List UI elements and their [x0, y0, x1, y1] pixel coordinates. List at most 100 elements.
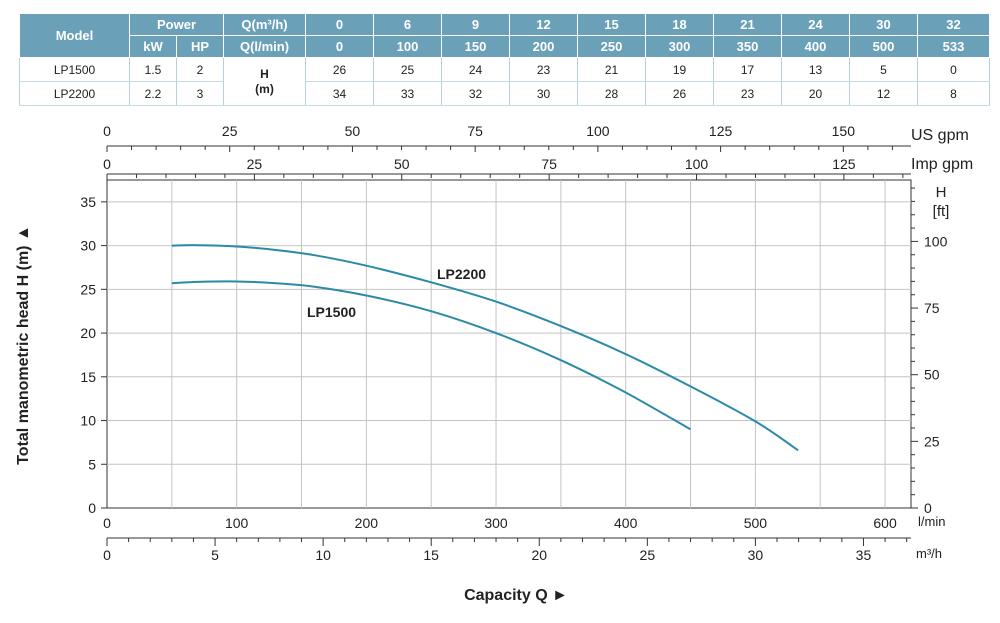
q-lmin-cell: 200	[509, 35, 579, 58]
impgpm-tick-label: 100	[685, 156, 709, 172]
table-row: LP1500 1.5 2 H (m) 26 25 24 23 21 19 17 …	[19, 57, 991, 106]
y2-unit-label: [ft]	[933, 203, 950, 220]
y-tick-label: 30	[80, 238, 96, 254]
y2-tick-label: 25	[924, 433, 940, 449]
x-tick-label: 100	[225, 515, 249, 531]
h-cell: 25	[373, 57, 443, 82]
y-axis-title: Total manometric head H (m) ▲	[15, 225, 32, 465]
model-cell: LP1500	[19, 57, 130, 82]
q-m3h-cell: 30	[849, 13, 919, 36]
y-tick-label: 0	[88, 500, 96, 516]
usgpm-tick-label: 125	[709, 123, 733, 139]
y-tick-label: 5	[88, 456, 96, 472]
series-label-lp2200: LP2200	[437, 266, 486, 282]
y-tick-label: 10	[80, 413, 96, 429]
h-unit-cell: H (m)	[223, 57, 307, 106]
q-lmin-header: Q(l/min)	[223, 35, 307, 58]
q-lmin-cell: 0	[305, 35, 375, 58]
usgpm-tick-label: 25	[222, 123, 238, 139]
q-m3h-cell: 0	[305, 13, 375, 36]
h-label: H	[260, 66, 269, 81]
y-tick-label: 35	[80, 194, 96, 210]
m3h-tick-label: 20	[531, 547, 547, 563]
hp-cell: 2	[175, 57, 225, 82]
h-cell: 28	[577, 81, 647, 106]
impgpm-tick-label: 125	[832, 156, 856, 172]
usgpm-tick-label: 100	[586, 123, 610, 139]
h-cell: 13	[781, 57, 851, 82]
m3h-tick-label: 35	[856, 547, 872, 563]
h-cell: 33	[373, 81, 443, 106]
x-tick-label: 0	[103, 515, 111, 531]
usgpm-tick-label: 0	[103, 123, 111, 139]
x-unit-label-m3h: m³/h	[916, 546, 942, 561]
m3h-tick-label: 30	[748, 547, 764, 563]
impgpm-tick-label: 0	[103, 156, 111, 172]
q-m3h-cell: 21	[713, 13, 783, 36]
kw-cell: 2.2	[129, 81, 177, 106]
h-cell: 34	[305, 81, 375, 106]
m3h-tick-label: 10	[315, 547, 331, 563]
h-cell: 20	[781, 81, 851, 106]
q-lmin-cell: 500	[849, 35, 919, 58]
x-unit-label-lmin: l/min	[918, 514, 945, 529]
series-label-lp1500: LP1500	[307, 304, 356, 320]
h-cell: 21	[577, 57, 647, 82]
m3h-tick-label: 5	[211, 547, 219, 563]
q-lmin-cell: 250	[577, 35, 647, 58]
h-cell: 12	[849, 81, 919, 106]
series-line-lp1500	[171, 280, 691, 431]
x-tick-label: 200	[355, 515, 379, 531]
h-cell: 0	[917, 57, 991, 82]
series-line-lp2200	[171, 244, 799, 452]
impgpm-tick-label: 50	[394, 156, 410, 172]
plot-frame	[106, 179, 912, 509]
h-unit: (m)	[255, 81, 274, 96]
q-m3h-cell: 18	[645, 13, 715, 36]
y-tick-label: 15	[80, 369, 96, 385]
model-cell: LP2200	[19, 81, 130, 106]
power-header: Power	[128, 13, 225, 36]
x-tick-label: 400	[614, 515, 638, 531]
q-lmin-cell: 100	[373, 35, 443, 58]
y2-unit-label: H	[936, 184, 947, 201]
m3h-tick-label: 25	[640, 547, 656, 563]
h-cell: 19	[645, 57, 715, 82]
usgpm-tick-label: 150	[832, 123, 856, 139]
x-tick-label: 300	[484, 515, 508, 531]
y2-tick-label: 100	[924, 233, 948, 249]
q-lmin-cell: 150	[441, 35, 511, 58]
model-header: Model	[19, 13, 130, 58]
table-row: LP2200 2.2 3 34 33 32 30 28 26 23 20 12 …	[19, 81, 991, 106]
h-cell: 8	[917, 81, 991, 106]
usgpm-tick-label: 75	[467, 123, 483, 139]
y-tick-label: 20	[80, 325, 96, 341]
usgpm-unit-label: US gpm	[911, 127, 969, 144]
performance-table: Model Power Q(m³/h) 0 6 9 12 15 18 21 24…	[19, 13, 991, 106]
m3h-tick-label: 15	[423, 547, 439, 563]
h-cell: 32	[441, 81, 511, 106]
h-cell: 26	[645, 81, 715, 106]
x-tick-label: 600	[873, 515, 897, 531]
y2-tick-label: 0	[924, 500, 932, 516]
h-cell: 23	[713, 81, 783, 106]
q-m3h-cell: 15	[577, 13, 647, 36]
usgpm-tick-label: 50	[345, 123, 361, 139]
x-axis-title: Capacity Q ►	[464, 587, 568, 604]
impgpm-tick-label: 25	[247, 156, 263, 172]
q-m3h-cell: 9	[441, 13, 511, 36]
y2-tick-label: 75	[924, 300, 940, 316]
q-m3h-cell: 24	[781, 13, 851, 36]
m3h-tick-label: 0	[103, 547, 111, 563]
h-cell: 5	[849, 57, 919, 82]
impgpm-unit-label: Imp gpm	[911, 156, 973, 173]
q-lmin-cell: 400	[781, 35, 851, 58]
hp-header: HP	[175, 35, 225, 58]
hp-cell: 3	[175, 81, 225, 106]
x-tick-label: 500	[744, 515, 768, 531]
h-cell: 23	[509, 57, 579, 82]
y2-tick-label: 50	[924, 367, 940, 383]
impgpm-tick-label: 75	[541, 156, 557, 172]
q-lmin-cell: 350	[713, 35, 783, 58]
